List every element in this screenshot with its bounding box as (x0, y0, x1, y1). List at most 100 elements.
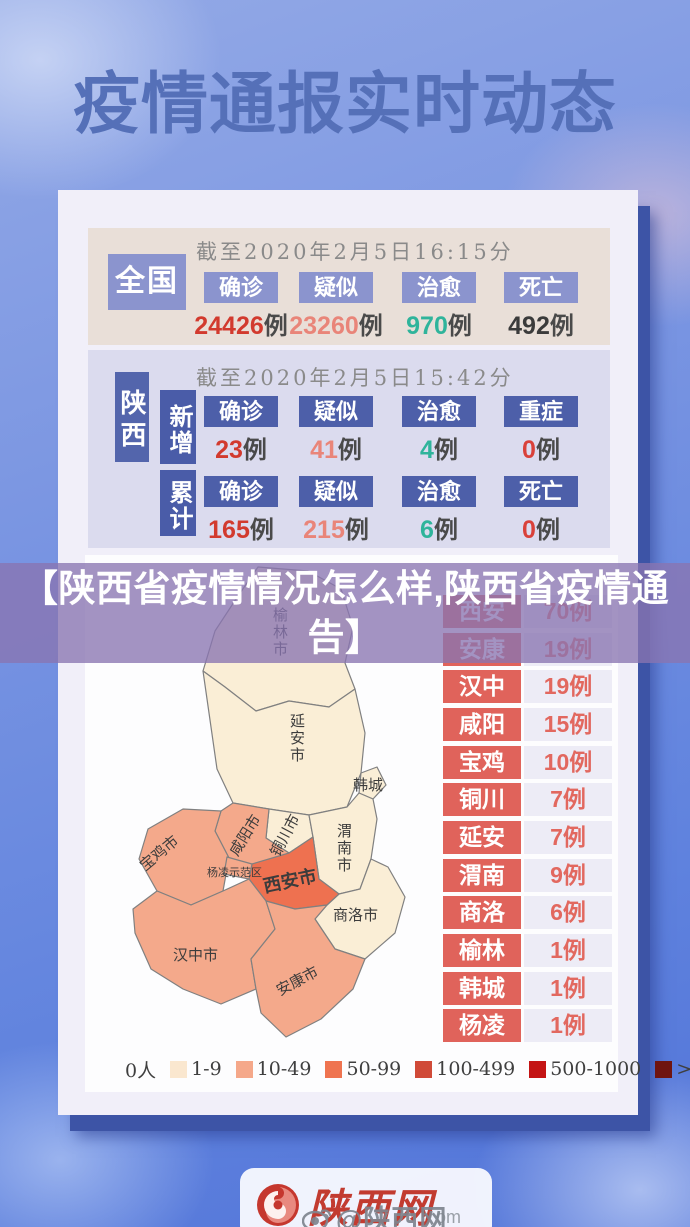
city-name: 杨凌 (443, 1009, 521, 1042)
headline-overlay-banner: 【陕西省疫情情况怎么样,陕西省疫情通 告】 (0, 563, 690, 663)
stat-unit: 例 (242, 437, 267, 464)
city-name: 汉中 (443, 670, 521, 703)
stat-unit: 例 (535, 437, 560, 464)
city-row-hancheng: 韩城 1例 (443, 972, 613, 1005)
map-label-weinan: 渭南市 (335, 823, 352, 874)
map-label-yanan: 延安市 (288, 713, 305, 764)
stat-value: 0 (522, 436, 536, 464)
city-value: 6例 (524, 896, 612, 929)
stat-unit: 例 (549, 313, 574, 340)
city-value: 7例 (524, 821, 612, 854)
legend-label: 50-99 (346, 1058, 402, 1080)
city-name: 咸阳 (443, 708, 521, 741)
legend-bin-100-499: 100-499 (415, 1058, 515, 1080)
map-label-shangluo: 商洛市 (333, 907, 379, 924)
legend-zero: 0人 (125, 1059, 157, 1082)
legend-swatch (529, 1060, 547, 1078)
logo-suffix: om (436, 1207, 462, 1227)
city-row-baoji: 宝鸡 10例 (443, 746, 613, 779)
shaanxi-new-severe: 重症 0例 (493, 396, 589, 465)
stat-value: 41 (310, 436, 338, 464)
national-label: 全国 (108, 254, 186, 310)
city-name: 榆林 (443, 934, 521, 967)
city-row-yulin: 榆林 1例 (443, 934, 613, 967)
shaanxi-label: 陕西 (115, 372, 149, 462)
city-value: 19例 (524, 670, 612, 703)
city-row-tongchuan: 铜川 7例 (443, 783, 613, 816)
city-value: 1例 (524, 1009, 612, 1042)
stat-unit: 例 (433, 517, 458, 544)
stat-label: 疑似 (299, 396, 373, 427)
legend-swatch (235, 1060, 253, 1078)
legend-label: 500-1000 (550, 1058, 642, 1080)
stat-value: 0 (522, 516, 536, 544)
legend-bin-10-49: 10-49 (235, 1058, 312, 1080)
watermark-text: @陕西网 (336, 1205, 448, 1227)
stat-label: 确诊 (204, 476, 278, 507)
stat-label: 疑似 (299, 272, 373, 303)
city-row-shangluo: 商洛 6例 (443, 896, 613, 929)
map-label-hanzhong: 汉中市 (173, 947, 219, 964)
map-region-ankang (250, 900, 366, 1038)
stat-label: 确诊 (204, 396, 278, 427)
stat-value: 23260 (289, 312, 359, 340)
stat-value: 6 (420, 516, 434, 544)
city-name: 宝鸡 (443, 746, 521, 779)
national-asof-timestamp: 截至2020年2月5日16:15分 (196, 240, 514, 264)
shaanxi-cumulative-row-label: 累计 (160, 470, 196, 536)
headline-line1: 【陕西省疫情情况怎么样,陕西省疫情通 (20, 568, 670, 609)
legend-bin-500-1000: 500-1000 (529, 1058, 641, 1080)
footer-logo-card: 陕西网 om @陕西网 (240, 1168, 492, 1227)
shaanxi-new-confirmed: 确诊 23例 (193, 396, 289, 465)
legend-bin-gt1000: >1000 (655, 1058, 690, 1080)
shaanxi-new-suspected: 疑似 41例 (288, 396, 384, 465)
national-stat-suspected: 疑似 23260例 (288, 272, 384, 341)
city-name: 韩城 (443, 972, 521, 1005)
shaanxi-total-cured: 治愈 6例 (391, 476, 487, 545)
stat-unit: 例 (447, 313, 472, 340)
city-row-hanzhong: 汉中 19例 (443, 670, 613, 703)
stat-label: 治愈 (402, 476, 476, 507)
stat-label: 疑似 (299, 476, 373, 507)
legend-swatch (325, 1060, 343, 1078)
city-name: 延安 (443, 821, 521, 854)
legend-label: 10-49 (256, 1058, 312, 1080)
legend-swatch (170, 1060, 188, 1078)
shaanxi-newcases-row-label: 新增 (160, 390, 196, 464)
legend-swatch (415, 1060, 433, 1078)
national-stats-section: 全国 截至2020年2月5日16:15分 确诊 24426例 疑似 23260例… (88, 228, 610, 345)
shaanxi-total-confirmed: 确诊 165例 (193, 476, 289, 545)
stat-unit: 例 (358, 313, 383, 340)
weibo-icon (302, 1208, 332, 1227)
city-name: 渭南 (443, 859, 521, 892)
stat-unit: 例 (337, 437, 362, 464)
stat-value: 4 (420, 436, 434, 464)
stat-label: 治愈 (402, 272, 476, 303)
legend-label: >1000 (676, 1058, 690, 1080)
city-value: 1例 (524, 934, 612, 967)
stat-value: 970 (406, 312, 448, 340)
stat-value: 23 (215, 436, 243, 464)
legend-bin-50-99: 50-99 (325, 1058, 401, 1080)
stat-value: 165 (208, 516, 250, 544)
shaanxi-net-emblem-icon (257, 1184, 299, 1226)
national-stat-cured: 治愈 970例 (391, 272, 487, 341)
stat-label: 重症 (504, 396, 578, 427)
city-row-yangling: 杨凌 1例 (443, 1009, 613, 1042)
shaanxi-stats-section: 陕西 截至2020年2月5日15:42分 新增 累计 确诊 23例 疑似 41例… (88, 350, 610, 548)
stat-unit: 例 (344, 517, 369, 544)
city-value: 1例 (524, 972, 612, 1005)
map-label-yangling: 杨凌示范区 (207, 867, 262, 879)
weibo-watermark: @陕西网 (302, 1198, 447, 1227)
legend-label: 1-9 (191, 1058, 222, 1080)
stat-unit: 例 (263, 313, 288, 340)
map-legend: 0人 1-9 10-49 50-99 100-499 500-1000 >100… (125, 1055, 690, 1083)
city-value: 10例 (524, 746, 612, 779)
city-name: 铜川 (443, 783, 521, 816)
city-row-xianyang: 咸阳 15例 (443, 708, 613, 741)
stat-label: 治愈 (402, 396, 476, 427)
headline-line2: 告】 (307, 617, 383, 658)
city-value: 15例 (524, 708, 612, 741)
stat-unit: 例 (433, 437, 458, 464)
shaanxi-net-logo: 陕西网 om (254, 1176, 461, 1227)
